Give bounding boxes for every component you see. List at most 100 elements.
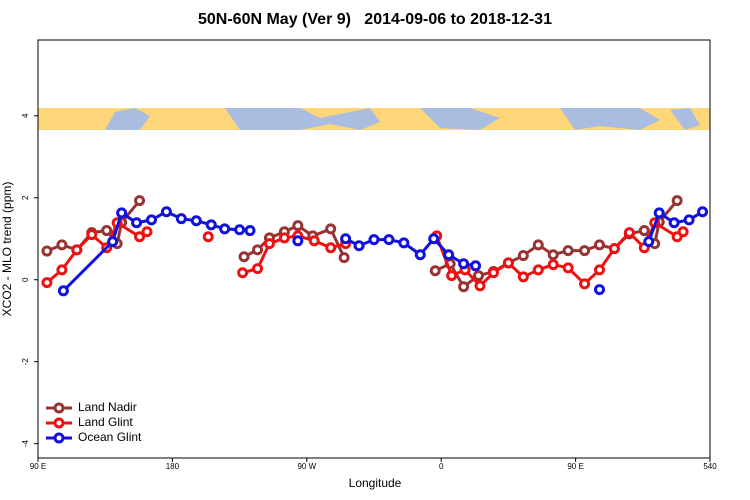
point <box>643 236 655 248</box>
legend-label: Ocean Glint <box>78 430 142 444</box>
y-axis-label: XCO2 - MLO trend (ppm) <box>0 182 14 317</box>
point <box>414 249 426 261</box>
point <box>263 238 275 250</box>
point <box>56 264 68 276</box>
point <box>473 270 485 282</box>
point <box>338 252 350 264</box>
point <box>41 245 53 257</box>
point <box>292 235 304 247</box>
point <box>56 239 68 251</box>
point <box>593 239 605 251</box>
point <box>101 225 113 237</box>
x-tick-label: 90 E <box>567 462 583 471</box>
point <box>653 207 665 219</box>
point <box>238 251 250 263</box>
point <box>683 214 695 226</box>
legend-label: Land Nadir <box>78 400 137 414</box>
point <box>398 237 410 249</box>
point <box>368 234 380 246</box>
plot-frame <box>37 39 711 459</box>
point <box>579 245 591 257</box>
x-tick-label: 90 E <box>30 462 46 471</box>
point <box>116 207 128 219</box>
point <box>107 236 119 248</box>
point <box>547 249 559 261</box>
point <box>638 225 650 237</box>
y-tick-label: -4 <box>21 440 30 448</box>
point <box>190 215 202 227</box>
point <box>57 285 69 297</box>
point <box>234 224 246 236</box>
point <box>579 278 591 290</box>
map-land <box>105 108 700 130</box>
point <box>671 195 683 207</box>
point <box>325 223 337 235</box>
x-tick-label: 90 W <box>297 462 316 471</box>
y-tick-label: 4 <box>21 113 30 118</box>
point <box>487 267 499 279</box>
chart-title: 50N-60N May (Ver 9) 2014-09-06 to 2018-1… <box>198 11 552 28</box>
y-tick-label: 2 <box>21 195 30 200</box>
point <box>205 219 217 231</box>
point <box>252 244 264 256</box>
point <box>353 240 365 252</box>
point <box>175 213 187 225</box>
point <box>608 243 620 255</box>
point <box>219 223 231 235</box>
point <box>160 206 172 218</box>
map-strip <box>38 108 710 130</box>
point <box>383 234 395 246</box>
series-line <box>62 210 704 292</box>
point <box>470 260 482 272</box>
point <box>308 235 320 247</box>
point <box>244 225 256 237</box>
point <box>41 277 53 289</box>
point <box>145 214 157 226</box>
point <box>668 217 680 229</box>
point <box>474 280 486 292</box>
point <box>141 226 153 238</box>
x-tick-label: 540 <box>703 462 717 471</box>
point <box>237 267 249 279</box>
legend-marker <box>53 417 65 429</box>
point <box>502 257 514 269</box>
y-tick-label: -2 <box>21 358 30 366</box>
point <box>517 271 529 283</box>
point <box>71 244 83 256</box>
point <box>131 217 143 229</box>
point <box>532 239 544 251</box>
point <box>697 206 709 218</box>
legend-marker <box>53 432 65 444</box>
x-tick-label: 180 <box>166 462 180 471</box>
point <box>593 284 605 296</box>
point <box>562 262 574 274</box>
point <box>547 259 559 271</box>
point <box>278 232 290 244</box>
x-tick-label: 0 <box>439 462 444 471</box>
legend-marker <box>53 402 65 414</box>
point <box>532 264 544 276</box>
point <box>443 249 455 261</box>
point <box>593 264 605 276</box>
point <box>340 233 352 245</box>
point <box>429 265 441 277</box>
point <box>325 242 337 254</box>
point <box>517 250 529 262</box>
point <box>134 195 146 207</box>
y-tick-label: 0 <box>21 277 30 282</box>
point <box>252 263 264 275</box>
point <box>623 227 635 239</box>
point <box>458 281 470 293</box>
legend-label: Land Glint <box>78 415 133 429</box>
point <box>428 233 440 245</box>
point <box>86 229 98 241</box>
x-axis-label: Longitude <box>349 476 402 490</box>
point <box>677 226 689 238</box>
point <box>134 231 146 243</box>
point <box>446 270 458 282</box>
point <box>562 245 574 257</box>
point <box>292 220 304 232</box>
point <box>202 231 214 243</box>
point <box>458 258 470 270</box>
